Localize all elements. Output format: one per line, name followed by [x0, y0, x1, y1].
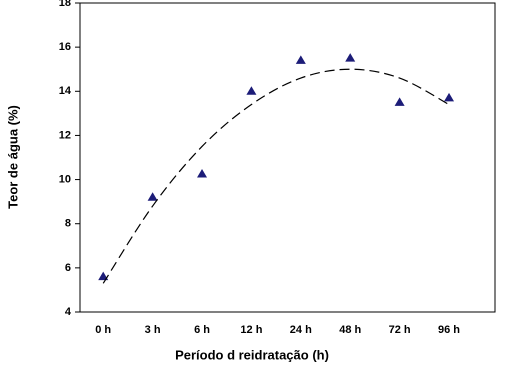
y-tick-label: 4 [65, 306, 72, 318]
y-tick-label: 12 [59, 129, 71, 141]
x-tick-label: 0 h [95, 324, 111, 336]
y-tick-label: 8 [65, 218, 71, 230]
x-tick-label: 24 h [290, 324, 312, 336]
marker [394, 97, 405, 106]
marker [197, 169, 208, 178]
y-tick-label: 18 [59, 0, 71, 9]
marker [246, 86, 257, 95]
x-tick-label: 12 h [240, 324, 262, 336]
y-tick-label: 6 [65, 262, 71, 274]
x-tick-label: 72 h [389, 324, 411, 336]
y-tick-label: 10 [59, 173, 71, 185]
marker [295, 55, 306, 64]
x-axis-title: Período d reidratação (h) [175, 347, 329, 362]
y-tick-label: 16 [59, 41, 71, 53]
x-tick-label: 96 h [438, 324, 460, 336]
marker [345, 53, 356, 62]
y-tick-label: 14 [59, 85, 72, 97]
y-axis-title: Teor de água (%) [5, 105, 20, 209]
marker [98, 271, 109, 281]
marker [147, 192, 158, 201]
fit-curve [102, 68, 450, 284]
x-tick-label: 3 h [145, 324, 161, 336]
marker [444, 92, 455, 102]
x-tick-label: 6 h [194, 324, 210, 336]
x-tick-label: 48 h [339, 324, 361, 336]
plot-frame [79, 2, 496, 313]
